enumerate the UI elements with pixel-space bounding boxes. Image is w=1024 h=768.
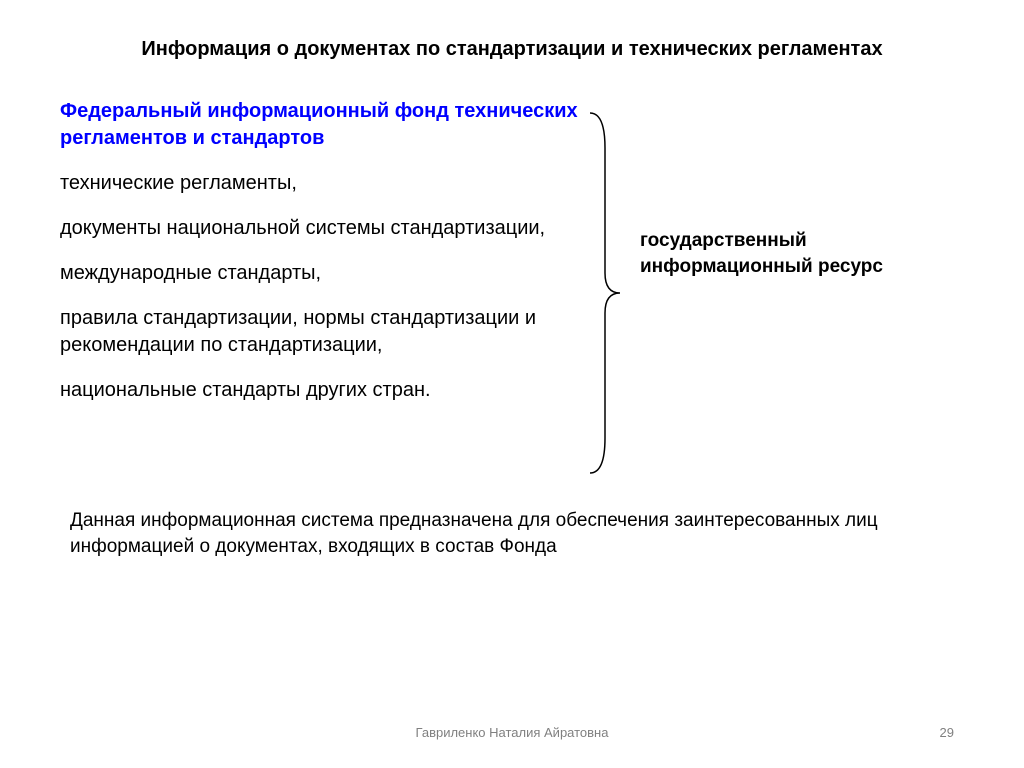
list-item: технические регламенты, — [60, 170, 580, 197]
section-heading: Федеральный информационный фонд техничес… — [60, 98, 580, 152]
content-row: Федеральный информационный фонд техничес… — [60, 98, 964, 478]
list-item: национальные стандарты других стран. — [60, 377, 580, 404]
slide: Информация о документах по стандартизаци… — [0, 0, 1024, 768]
left-column: Федеральный информационный фонд техничес… — [60, 98, 580, 422]
bottom-note: Данная информационная система предназнач… — [60, 508, 964, 559]
list-item: правила стандартизации, нормы стандартиз… — [60, 305, 580, 359]
list-item: международные стандарты, — [60, 260, 580, 287]
page-number: 29 — [940, 725, 954, 740]
footer-author: Гавриленко Наталия Айратовна — [0, 725, 1024, 740]
resource-label: государственный информационный ресурс — [640, 228, 964, 279]
page-title: Информация о документах по стандартизаци… — [60, 30, 964, 68]
right-column: государственный информационный ресурс — [630, 98, 964, 279]
curly-brace-icon — [585, 108, 625, 478]
list-item: документы национальной системы стандарти… — [60, 215, 580, 242]
brace-column — [580, 98, 630, 478]
